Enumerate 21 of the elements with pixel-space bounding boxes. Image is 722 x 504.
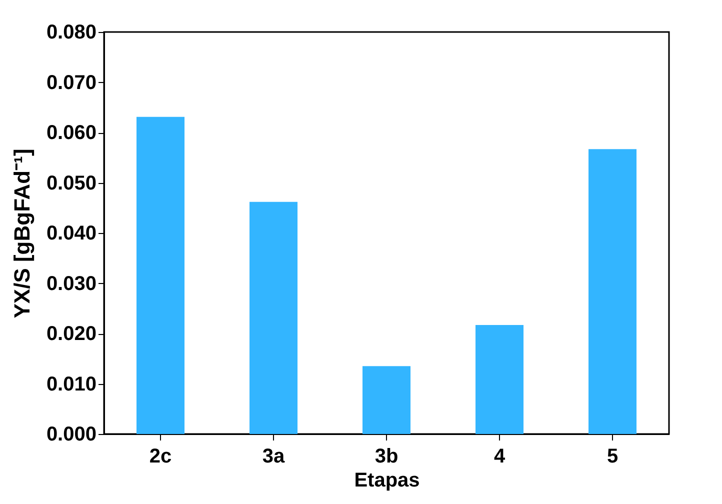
bar bbox=[476, 324, 524, 434]
y-tick-label: 0.030 bbox=[46, 272, 96, 295]
x-tick-label: 2c bbox=[149, 446, 172, 468]
bar bbox=[136, 116, 184, 434]
x-tick-label: 4 bbox=[494, 446, 506, 468]
bar bbox=[588, 149, 636, 434]
y-tick-label: 0.070 bbox=[46, 72, 96, 94]
y-axis-title: YX/S [gBgFAd⁻¹] bbox=[9, 148, 34, 318]
y-tick-label: 0.050 bbox=[46, 172, 96, 194]
y-tick-label: 0.080 bbox=[46, 22, 96, 44]
y-tick-label: 0.020 bbox=[46, 323, 96, 345]
x-tick-label: 3b bbox=[374, 446, 398, 468]
y-tick-label: 0.060 bbox=[46, 122, 96, 144]
x-tick-label: 5 bbox=[606, 446, 618, 468]
y-tick-label: 0.040 bbox=[46, 222, 96, 244]
y-tick-label: 0.010 bbox=[46, 373, 96, 396]
y-tick-label: 0.000 bbox=[46, 424, 96, 446]
bar bbox=[250, 202, 298, 434]
x-tick-label: 3a bbox=[262, 446, 286, 468]
x-axis-title: Etapas bbox=[354, 470, 420, 492]
bar bbox=[362, 366, 410, 434]
